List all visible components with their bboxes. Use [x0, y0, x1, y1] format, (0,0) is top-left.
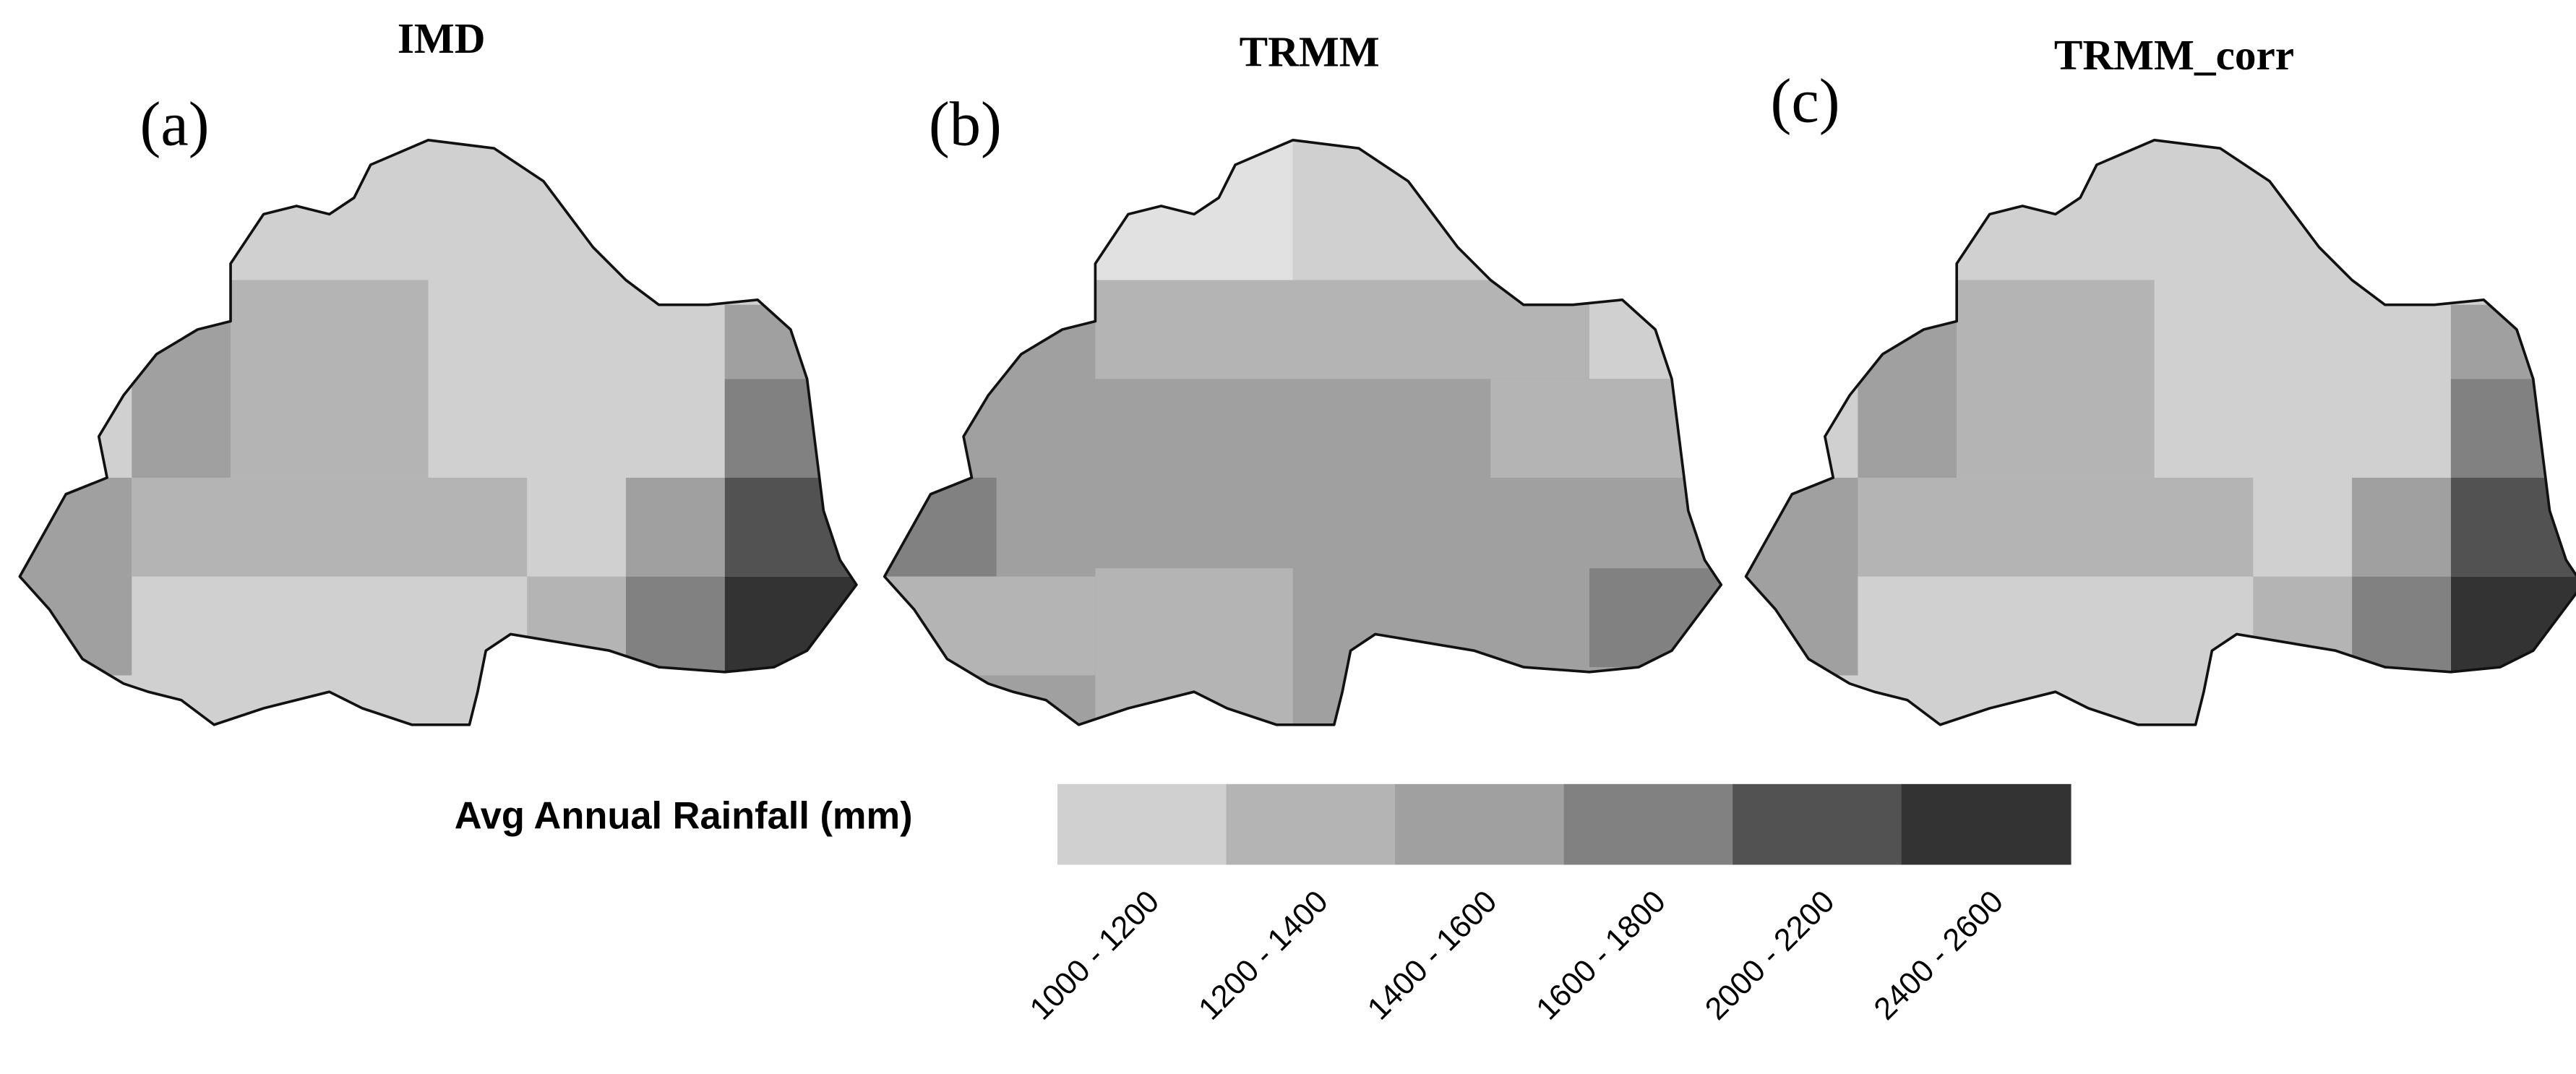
panel-title: TRMM	[1240, 27, 1380, 75]
legend-label: 1200 - 1400	[1192, 884, 1334, 1026]
map-cell	[724, 304, 856, 379]
map	[884, 139, 1722, 725]
panel-label: (a)	[140, 90, 210, 159]
legend-swatch	[1733, 783, 1902, 865]
legend-swatch	[1395, 783, 1565, 865]
panel-label: (c)	[1770, 66, 1839, 136]
legend-title: Avg Annual Rainfall (mm)	[455, 795, 913, 837]
legend-swatch	[1901, 783, 2071, 865]
map-cell	[2352, 477, 2451, 577]
map-cell	[1589, 280, 1688, 379]
legend-swatch	[1057, 783, 1227, 865]
map	[20, 139, 856, 725]
map-cell	[1858, 477, 2254, 577]
map	[1746, 139, 2576, 725]
map-cell	[625, 576, 725, 676]
map-cell	[2450, 304, 2576, 379]
legend-label: 1600 - 1800	[1530, 884, 1673, 1026]
map-cell	[231, 280, 429, 478]
panel-title: TRMM_corr	[2054, 31, 2294, 79]
map-cell	[132, 280, 231, 478]
map-cell	[2253, 576, 2353, 676]
map-outline	[883, 138, 1723, 726]
map-cell	[1858, 280, 1957, 478]
legend-swatch	[1226, 783, 1396, 865]
map-outline	[18, 138, 858, 726]
map-cell	[1589, 568, 1722, 668]
map-cell	[625, 477, 725, 577]
map-outline	[1744, 138, 2576, 726]
legend-label: 2400 - 2600	[1868, 884, 2010, 1026]
legend-label: 1400 - 1600	[1361, 884, 1503, 1026]
panel-label: (b)	[929, 90, 1002, 159]
map-cell	[1490, 379, 1688, 478]
map-cell	[2450, 477, 2576, 577]
map-cell	[724, 576, 856, 676]
map-cell	[1292, 139, 1590, 280]
legend-label: 2000 - 2200	[1699, 884, 1841, 1026]
legend-label: 1000 - 1200	[1023, 884, 1166, 1026]
map-cell	[1095, 280, 1590, 379]
map-cell	[132, 477, 528, 577]
map-cell	[2450, 379, 2576, 478]
map-cell	[527, 576, 626, 676]
map-cell	[724, 379, 856, 478]
map-cell	[884, 477, 997, 577]
map-cell	[724, 477, 856, 577]
panel-title: IMD	[398, 14, 486, 62]
legend-swatch	[1563, 783, 1734, 865]
map-cell	[2352, 576, 2451, 676]
map-cell	[1957, 280, 2155, 478]
